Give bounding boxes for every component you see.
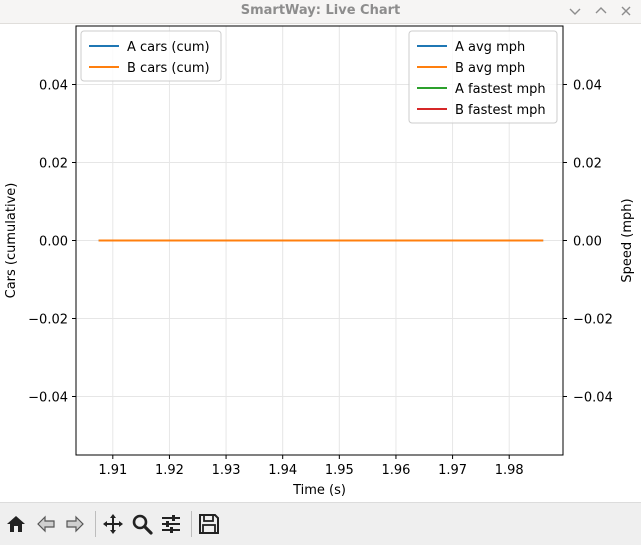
minimize-icon[interactable]: [566, 2, 584, 20]
plot-area: 1.91 1.92 1.93 1.94 1.95 1.96 1.97 1.98 −0.04 −0…: [0, 24, 641, 502]
legend-box: [80, 30, 222, 82]
x-tick-label: 1.92: [155, 463, 184, 478]
y-ticks-left: −0.04 −0.02 0.00 0.02 0.04: [28, 79, 76, 406]
back-arrow-icon[interactable]: [33, 511, 59, 537]
y-tick-label-left: −0.02: [28, 313, 68, 328]
toolbar-separator: [95, 511, 96, 537]
y-tick-label-right: 0.02: [573, 157, 602, 172]
legend-label: B avg mph: [455, 61, 525, 76]
legend-label: A cars (cum): [127, 40, 210, 55]
line-chart: 1.91 1.92 1.93 1.94 1.95 1.96 1.97 1.98 −0.04−0…: [4, 25, 635, 498]
close-icon[interactable]: [617, 2, 635, 20]
forward-arrow-icon[interactable]: [62, 511, 88, 537]
x-tick-label: 1.93: [212, 463, 241, 478]
x-ticks: 1.91 1.92 1.93 1.94 1.95 1.96 1.97 1.98: [98, 455, 524, 478]
toolbar-separator: [191, 511, 192, 537]
y-tick-label-left: 0.00: [39, 235, 68, 250]
y-tick-label-left: 0.02: [39, 157, 68, 172]
window-titlebar: SmartWay: Live Chart: [0, 0, 641, 24]
configure-subplots-icon[interactable]: [158, 511, 184, 537]
pan-icon[interactable]: [100, 511, 126, 537]
legend-label: B cars (cum): [127, 61, 210, 76]
x-tick-label: 1.95: [325, 463, 354, 478]
legend-label: A avg mph: [455, 40, 525, 55]
home-icon[interactable]: [3, 511, 29, 537]
y-tick-label-right: −0.04: [573, 391, 613, 406]
x-tick-label: 1.91: [98, 463, 127, 478]
x-axis-label: Time (s): [292, 483, 346, 498]
legend-left: A cars (cum) B cars (cum): [80, 30, 222, 82]
y-ticks-right: −0.04 −0.02 0.00 0.02 0.04: [563, 79, 613, 406]
legend-right: A avg mph B avg mph A fastest mph B fastest…: [408, 30, 558, 124]
y-tick-label-right: −0.02: [573, 313, 613, 328]
zoom-icon[interactable]: [129, 511, 155, 537]
legend-label: A fastest mph: [455, 82, 546, 97]
maximize-icon[interactable]: [592, 2, 610, 20]
legend-box: [408, 30, 558, 124]
y-axis-label-left: Cars (cumulative): [4, 183, 19, 299]
x-tick-label: 1.94: [268, 463, 297, 478]
y-tick-label-right: 0.00: [573, 235, 602, 250]
y-axis-label-right: Speed (mph): [620, 198, 635, 282]
save-icon[interactable]: [196, 511, 222, 537]
x-tick-label: 1.96: [381, 463, 410, 478]
legend-label: B fastest mph: [455, 103, 546, 118]
y-tick-label-left: 0.04: [39, 79, 68, 94]
y-tick-label-right: 0.04: [573, 79, 602, 94]
window-title: SmartWay: Live Chart: [240, 3, 401, 18]
x-tick-label: 1.97: [438, 463, 467, 478]
x-tick-label: 1.98: [495, 463, 524, 478]
y-tick-label-left: −0.04: [28, 391, 68, 406]
navigation-toolbar: [0, 502, 641, 545]
